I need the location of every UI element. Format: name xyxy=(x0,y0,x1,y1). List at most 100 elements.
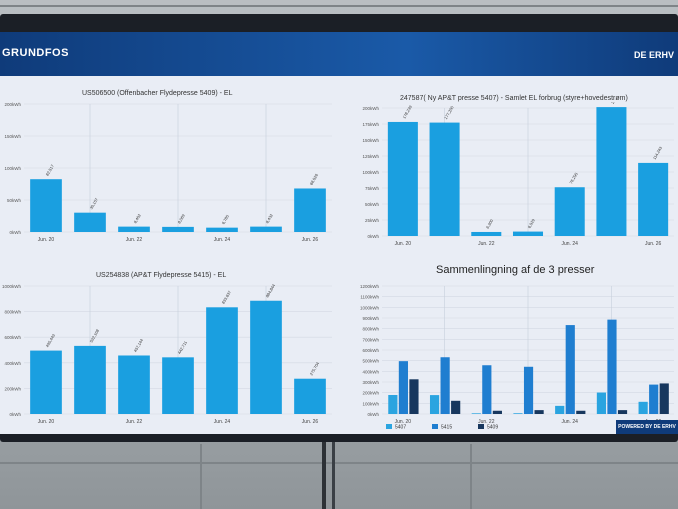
data-label: 6,929 xyxy=(527,217,537,229)
bar-5415 xyxy=(398,361,408,414)
y-tick-label: 150kWh xyxy=(362,138,379,143)
bar-5409 xyxy=(492,410,502,414)
data-label: 833,637 xyxy=(221,289,233,305)
x-tick-label: Jun. 26 xyxy=(302,237,319,243)
bar xyxy=(294,378,326,414)
data-label: 68,026 xyxy=(309,172,320,186)
y-tick-label: 0kWh xyxy=(9,412,21,417)
y-tick-label: 700kWh xyxy=(362,337,379,342)
data-label: 8,432 xyxy=(265,212,275,224)
bar-5415 xyxy=(649,384,659,414)
y-tick-label: 200kWh xyxy=(362,106,379,111)
bar-5415 xyxy=(440,357,450,414)
y-tick-label: 500kWh xyxy=(362,359,379,364)
chart1-title: US506500 (Offenbacher Flydepresse 5409) … xyxy=(82,90,233,97)
data-label: 884,844 xyxy=(265,283,277,299)
y-tick-label: 50kWh xyxy=(365,202,380,207)
data-label: 457,144 xyxy=(133,337,145,353)
x-tick-label: Jun. 20 xyxy=(38,419,55,425)
data-label: 177,200 xyxy=(443,104,455,120)
grundfos-logo: GRUNDFOS xyxy=(2,47,69,59)
y-tick-label: 300kWh xyxy=(362,380,379,385)
data-label: 201,401 xyxy=(610,102,622,105)
x-tick-label: Jun. 24 xyxy=(214,237,231,243)
bar xyxy=(74,345,106,414)
chart-5407: 0kWh 25kWh 50kWh 75kWh 100kWh 125kWh 150kWh 175… xyxy=(362,102,674,247)
x-tick-label: Jun. 24 xyxy=(214,419,231,425)
bar xyxy=(638,162,669,236)
data-label: 532,108 xyxy=(89,328,101,344)
bar-5409 xyxy=(409,379,419,414)
y-tick-label: 200kWh xyxy=(362,391,379,396)
bar-5409 xyxy=(576,410,586,414)
y-tick-label: 400kWh xyxy=(362,369,379,374)
bar-5407 xyxy=(638,401,648,414)
data-label: 6,785 xyxy=(221,213,231,225)
data-label: 76,295 xyxy=(568,171,579,185)
wall-seam xyxy=(200,444,202,509)
tv-monitor: GRUNDFOS DE ERHV US506500 (Offenbacher F… xyxy=(0,14,678,442)
x-tick-label: Jun. 20 xyxy=(38,237,55,243)
bar-5409 xyxy=(617,410,628,414)
bar-5409 xyxy=(534,410,544,414)
legend-swatch xyxy=(478,424,484,429)
data-label: 178,239 xyxy=(401,104,413,120)
y-tick-label: 50kWh xyxy=(7,198,22,203)
bar xyxy=(162,357,194,414)
x-tick-label: Jun. 22 xyxy=(478,241,495,247)
y-tick-label: 125kWh xyxy=(362,154,379,159)
bar xyxy=(30,350,62,414)
tv-stand xyxy=(332,442,335,509)
powered-by-footer: POWERED BY DE ERHV xyxy=(616,420,678,434)
bar-5415 xyxy=(523,366,534,414)
y-tick-label: 75kWh xyxy=(365,186,380,191)
y-tick-label: 100kWh xyxy=(4,166,21,171)
bar-5415 xyxy=(607,319,617,414)
tv-stand xyxy=(322,442,326,509)
y-tick-label: 800kWh xyxy=(362,327,379,332)
y-tick-label: 1000kWh xyxy=(360,305,380,310)
bar xyxy=(512,231,544,236)
y-tick-label: 400kWh xyxy=(4,361,21,366)
data-label: 114,243 xyxy=(652,145,664,160)
y-tick-label: 100kWh xyxy=(362,170,379,175)
y-tick-label: 100kWh xyxy=(362,401,379,406)
chart2-title: 247587( Ny AP&T presse 5407) - Samlet EL… xyxy=(400,95,628,102)
bar xyxy=(429,122,460,236)
chart-5409: 0kWh 50kWh 100kWh 150kWh 200kWh Jun. 20 Jun. 2… xyxy=(4,102,332,243)
x-tick-label: Jun. 22 xyxy=(126,237,143,243)
y-tick-label: 200kWh xyxy=(4,386,21,391)
y-tick-label: 1200kWh xyxy=(360,284,380,289)
legend-swatch xyxy=(386,424,392,429)
bar-5407 xyxy=(555,405,565,414)
bar xyxy=(471,231,502,236)
legend-label: 5415 xyxy=(441,425,452,431)
chart-comparison: 0kWh 100kWh 200kWh 300kWh 400kWh 500kWh 600kWh… xyxy=(360,284,674,431)
x-tick-label: Jun. 24 xyxy=(562,419,579,425)
bar xyxy=(294,188,326,232)
chart-5415: 0kWh 200kWh 400kWh 600kWh 800kWh 1000kWh Jun. … xyxy=(2,283,332,425)
y-tick-label: 200kWh xyxy=(4,102,21,107)
x-tick-label: Jun. 26 xyxy=(645,241,662,247)
bar-5407 xyxy=(596,392,607,414)
y-tick-label: 1000kWh xyxy=(2,284,22,289)
chart4-title: Sammenlingning af de 3 presser xyxy=(436,264,595,276)
bar-5415 xyxy=(482,365,492,414)
bar xyxy=(250,226,282,232)
dashboard-screen: GRUNDFOS DE ERHV US506500 (Offenbacher F… xyxy=(0,32,678,434)
bar xyxy=(554,187,585,236)
y-tick-label: 0kWh xyxy=(9,230,21,235)
data-label: 442,711 xyxy=(177,339,189,354)
bar-5407 xyxy=(513,413,523,414)
data-label: 495,443 xyxy=(45,332,57,348)
bar-5407 xyxy=(429,395,440,414)
data-label: 8,402 xyxy=(133,212,143,224)
x-tick-label: Jun. 20 xyxy=(395,241,412,247)
x-tick-label: Jun. 22 xyxy=(126,419,143,425)
data-label: 8,069 xyxy=(177,213,187,225)
y-tick-label: 1100kWh xyxy=(360,295,379,300)
y-tick-label: 25kWh xyxy=(365,218,380,223)
bar xyxy=(387,121,418,236)
bar-5409 xyxy=(451,400,461,414)
bar xyxy=(30,179,62,232)
